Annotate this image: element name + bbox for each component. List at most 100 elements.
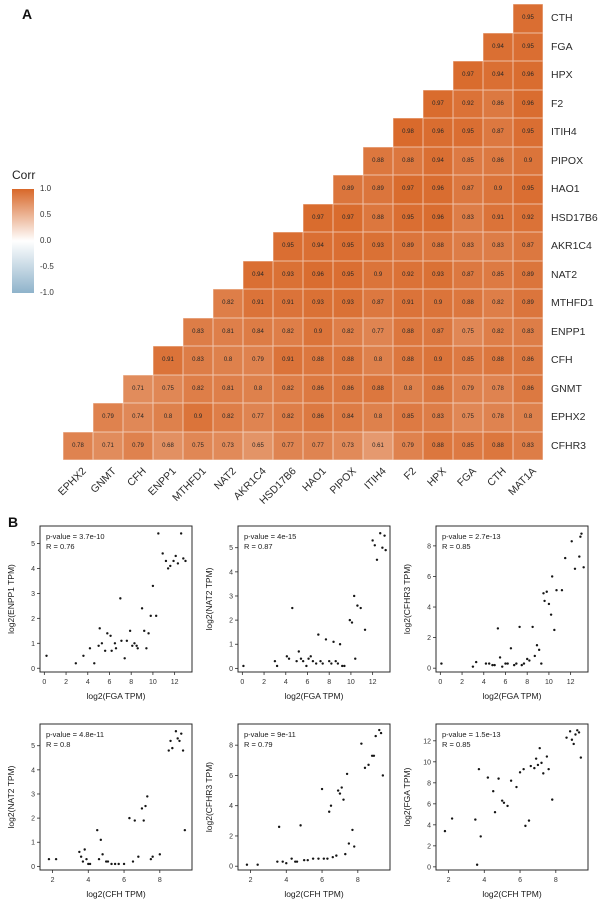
heatmap-cell: 0.95 — [513, 4, 543, 33]
data-point — [273, 659, 277, 663]
heatmap-cell: 0.82 — [483, 317, 513, 346]
data-point — [381, 774, 385, 777]
data-point — [549, 613, 553, 616]
plot-border — [237, 723, 391, 871]
x-tick-label: 8 — [525, 679, 529, 686]
data-point — [328, 659, 331, 663]
data-point — [580, 532, 583, 535]
heatmap-cell: 0.92 — [513, 203, 543, 232]
data-point — [281, 860, 284, 863]
heatmap-row-label: CFH — [551, 354, 573, 367]
data-point — [440, 662, 443, 665]
heatmap-cell: 0.78 — [483, 374, 513, 403]
y-tick-label: 2 — [229, 618, 233, 625]
data-point — [331, 855, 334, 859]
data-point — [367, 763, 370, 767]
data-point — [154, 614, 158, 618]
heatmap-cell: 0.77 — [303, 431, 333, 460]
data-point — [553, 628, 556, 632]
scatter-grid: 0 2 4 6 8 10 12 0 1 2 3 4 5 p-value = 3.7e-10 R = 0.76… — [4, 516, 600, 912]
data-point — [294, 860, 297, 863]
data-point — [321, 662, 324, 665]
x-tick-label: 4 — [86, 877, 90, 884]
y-tick-label: 1 — [229, 642, 233, 649]
y-tick-label: 3 — [31, 591, 35, 598]
x-tick-label: 4 — [86, 679, 90, 686]
data-point — [574, 733, 577, 736]
x-tick-label: 8 — [129, 679, 133, 686]
y-tick-label: 0 — [229, 666, 233, 673]
data-point — [301, 659, 305, 663]
data-point — [491, 663, 494, 667]
y-tick-label: 6 — [229, 773, 233, 780]
data-point — [133, 642, 136, 645]
scatter-plot: 2 4 6 8 0 2 4 6 8 10 12 p-value = 1.5e-13R = 0.85 lo… — [402, 723, 589, 899]
data-point — [295, 659, 298, 663]
data-point — [104, 860, 108, 863]
x-tick-label: 6 — [320, 877, 324, 884]
heatmap-cell: 0.81 — [213, 317, 243, 346]
data-point — [317, 633, 320, 636]
data-point — [537, 648, 541, 652]
data-point — [378, 728, 381, 732]
heatmap-row-label: EPHX2 — [551, 411, 586, 424]
data-point — [351, 828, 354, 832]
data-point — [338, 643, 342, 646]
plot-border — [237, 525, 391, 673]
heatmap-cell: 0.83 — [453, 203, 483, 232]
data-point — [370, 754, 374, 757]
heatmap-cell: 0.94 — [303, 232, 333, 261]
x-tick-label: 12 — [369, 679, 377, 686]
data-point — [492, 790, 495, 793]
data-point — [527, 819, 531, 822]
heatmap-cell: 0.88 — [333, 346, 363, 375]
x-tick-label: 2 — [64, 679, 68, 686]
heatmap-cell: 0.88 — [363, 374, 393, 403]
legend-tick-label: -0.5 — [40, 262, 54, 271]
data-point — [242, 664, 245, 668]
heatmap-cell: 0.89 — [513, 289, 543, 318]
data-point — [305, 664, 308, 668]
heatmap-cell: 0.83 — [183, 317, 213, 346]
data-point — [158, 853, 162, 856]
heatmap-row-label: HPX — [551, 69, 573, 82]
x-axis-label: log2(CFH TPM) — [482, 889, 542, 899]
data-point — [522, 767, 525, 771]
data-point — [498, 656, 502, 659]
data-point — [143, 629, 146, 633]
data-point — [383, 534, 386, 537]
heatmap-cell: 0.86 — [513, 346, 543, 375]
r-value-annotation: R = 0.76 — [46, 542, 75, 551]
heatmap-cell: 0.65 — [243, 431, 273, 460]
data-point — [533, 654, 536, 658]
data-point — [176, 562, 180, 565]
data-point — [343, 664, 346, 668]
data-point — [379, 731, 383, 735]
data-point — [531, 625, 534, 629]
scatter-plot: 0 2 4 6 8 10 12 0 2 4 6 8 p-value = 2.7e-13R = 0.85 l… — [402, 525, 589, 701]
x-tick-label: 6 — [122, 877, 126, 884]
heatmap-cell: 0.89 — [393, 232, 423, 261]
heatmap-cell: 0.89 — [333, 175, 363, 204]
scatter-cell: 0 2 4 6 8 10 12 0 1 2 3 4 5 p-value = 4e-15 R = 0.87 lo… — [202, 516, 400, 714]
data-point — [149, 857, 153, 861]
data-point — [103, 649, 107, 652]
heatmap-cell: 0.86 — [423, 374, 453, 403]
heatmap-cell: 0.88 — [393, 146, 423, 175]
data-point — [334, 659, 337, 663]
data-point — [88, 647, 92, 650]
data-point — [317, 857, 320, 860]
p-value-annotation: p-value = 2.7e-13 — [442, 532, 501, 541]
data-point — [140, 807, 144, 810]
heatmap-cell: 0.91 — [393, 289, 423, 318]
heatmap-cell: 0.88 — [363, 203, 393, 232]
heatmap-cell: 0.77 — [363, 317, 393, 346]
heatmap-cell: 0.9 — [183, 403, 213, 432]
data-point — [128, 816, 131, 820]
scatter-cell: 2 4 6 8 0 2 4 6 8 10 12 p-value = 1.5e-13 R = 0.85 lo… — [400, 714, 598, 912]
scatter-cell: 0 2 4 6 8 10 12 0 2 4 6 8 p-value = 2.7e-13 R = 0.85 l… — [400, 516, 598, 714]
data-point — [528, 659, 531, 662]
heatmap-cell: 0.95 — [393, 203, 423, 232]
heatmap-cell: 0.82 — [183, 374, 213, 403]
data-point — [128, 629, 132, 633]
